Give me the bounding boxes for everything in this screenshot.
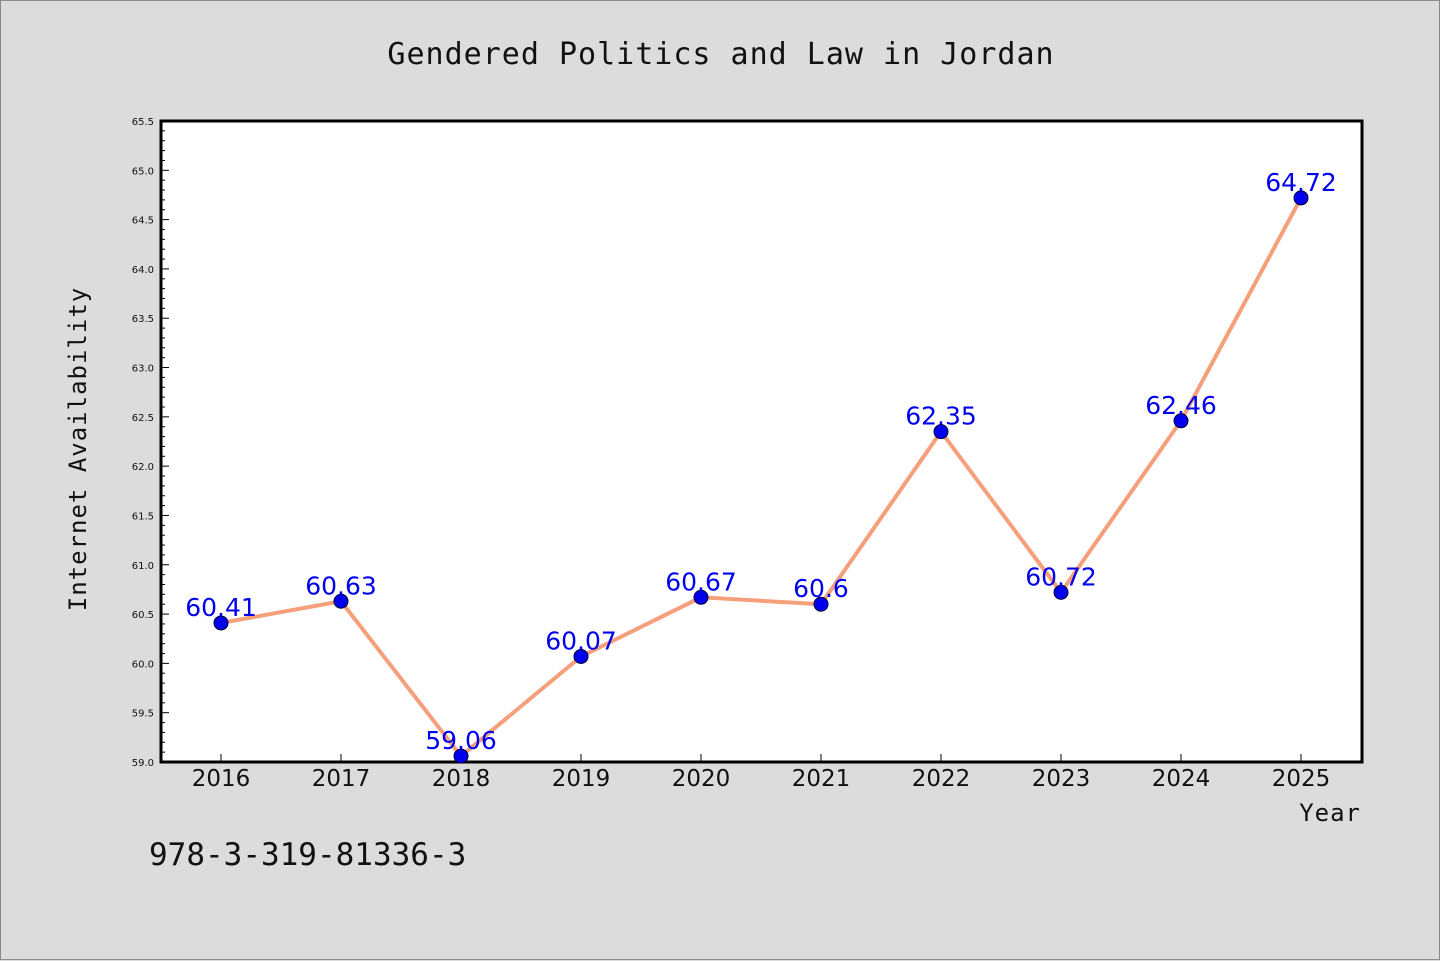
y-tick-label: 60.5	[132, 610, 154, 621]
data-points	[213, 190, 1309, 764]
x-tick-label: 2023	[1032, 766, 1091, 792]
y-tick-label: 62.5	[132, 413, 154, 424]
data-label: 64.72	[1265, 168, 1337, 197]
data-labels: 60.41 60.63 59.06 60.07 60.67 60.6 62.35 60.72 6…	[185, 168, 1337, 755]
chart-title: Gendered Politics and Law in Jordan	[387, 37, 1054, 72]
data-point	[1053, 584, 1069, 600]
data-label: 62.46	[1145, 391, 1217, 420]
y-tick-label: 62.0	[132, 462, 154, 473]
series-line-group	[220, 196, 1303, 759]
data-point	[453, 748, 469, 764]
x-tick-label: 2019	[552, 766, 611, 792]
data-label: 60.07	[545, 626, 617, 655]
y-tick-label: 63.0	[132, 364, 154, 375]
data-label: 60.67	[665, 567, 737, 596]
data-label: 60.41	[185, 593, 257, 622]
data-label: 60.6	[793, 574, 849, 603]
data-point	[573, 648, 589, 664]
x-axis-label: Year	[1299, 799, 1361, 827]
x-tick-label: 2025	[1272, 766, 1331, 792]
plot-area	[159, 119, 1364, 764]
data-point	[693, 589, 709, 605]
y-tick-label: 65.0	[132, 166, 154, 177]
series-line	[220, 196, 1303, 759]
y-axis-label: Internet Availability	[64, 287, 92, 611]
y-tick-label: 59.0	[132, 758, 154, 769]
x-tick-label: 2022	[912, 766, 971, 792]
x-tick-label: 2024	[1152, 766, 1211, 792]
data-point	[333, 593, 349, 609]
x-tick-label: 2017	[312, 766, 371, 792]
data-point	[1293, 190, 1309, 206]
x-tick-label: 2018	[432, 766, 491, 792]
y-tick-label: 59.5	[132, 709, 154, 720]
x-axis: 2016 2017 2018 2019 2020 2021 2022 2023 2024 2025	[192, 754, 1331, 792]
x-tick-label: 2020	[672, 766, 731, 792]
y-tick-label: 64.0	[132, 265, 154, 276]
y-tick-label: 60.0	[132, 659, 154, 670]
data-label: 60.72	[1025, 562, 1097, 591]
x-tick-label: 2016	[192, 766, 251, 792]
y-tick-label: 61.5	[132, 511, 154, 522]
data-point	[813, 596, 829, 612]
data-point	[933, 424, 949, 440]
y-tick-label: 63.5	[132, 314, 154, 325]
data-label: 60.63	[305, 571, 377, 600]
y-axis: 59.0 59.5 60.0 60.5 61.0 61.5 62.0 62.5 63.0 63.5…	[132, 117, 169, 769]
data-point	[1173, 413, 1189, 429]
data-point	[213, 615, 229, 631]
y-tick-label: 64.5	[132, 216, 154, 227]
isbn-footer: 978-3-319-81336-3	[149, 837, 466, 873]
y-tick-label: 65.5	[132, 117, 154, 128]
data-label: 59.06	[425, 726, 497, 755]
x-tick-label: 2021	[792, 766, 851, 792]
data-label: 62.35	[905, 402, 977, 431]
y-tick-label: 61.0	[132, 561, 154, 572]
